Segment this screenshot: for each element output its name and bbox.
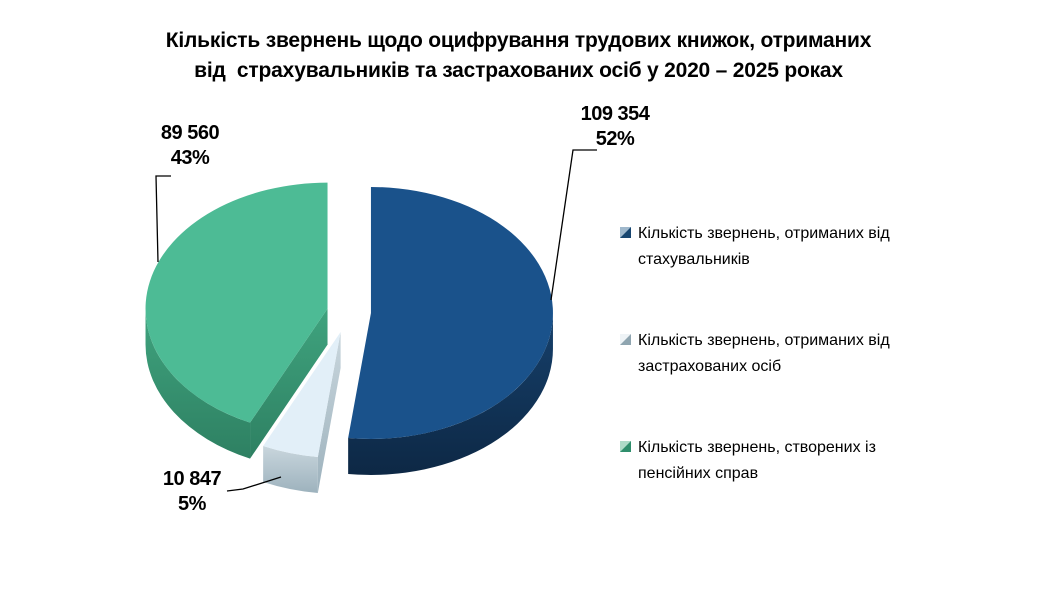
data-label-percent: 43% bbox=[170, 147, 210, 169]
legend-marker-icon bbox=[620, 334, 631, 345]
slice-insured-persons-top[interactable] bbox=[263, 331, 341, 457]
legend-marker-icon bbox=[620, 441, 631, 452]
legend-item-label: Кількість звернень, отриманих від застра… bbox=[638, 332, 890, 375]
data-label-insured-persons: 10 847 5% bbox=[122, 467, 262, 517]
legend-item-pension-cases[interactable]: Кількість звернень, створених із пенсійн… bbox=[620, 435, 894, 487]
legend-item-insured-persons[interactable]: Кількість звернень, отриманих від застра… bbox=[620, 328, 894, 380]
data-label-value: 89 560 bbox=[160, 122, 220, 144]
chart-legend: Кількість звернень, отриманих від стахув… bbox=[620, 221, 894, 542]
slice-pension-cases-rim[interactable] bbox=[145, 308, 251, 459]
chart-title: Кількість звернень щодо оцифрування труд… bbox=[165, 29, 872, 82]
legend-item-insurers[interactable]: Кількість звернень, отриманих від стахув… bbox=[620, 221, 894, 273]
legend-item-label: Кількість звернень, створених із пенсійн… bbox=[638, 439, 876, 482]
legend-item-label: Кількість звернень, отриманих від стахув… bbox=[638, 225, 890, 268]
data-label-value: 10 847 bbox=[162, 468, 222, 490]
data-label-value: 109 354 bbox=[580, 103, 650, 125]
data-label-pension-cases: 89 560 43% bbox=[120, 121, 260, 171]
leader-line-pension-cases bbox=[155, 175, 171, 263]
leader-line-insured-persons bbox=[226, 476, 282, 492]
leader-line-insurers bbox=[550, 149, 597, 301]
slice-insured-persons-cut-face[interactable] bbox=[317, 331, 341, 493]
slice-insurers-rim[interactable] bbox=[348, 312, 553, 475]
slice-pension-cases-cut-face[interactable] bbox=[250, 308, 328, 459]
legend-marker-icon bbox=[620, 227, 631, 238]
data-label-percent: 52% bbox=[595, 128, 635, 150]
data-label-percent: 5% bbox=[178, 493, 206, 515]
slice-insured-persons-rim[interactable] bbox=[263, 445, 318, 493]
slice-insurers-top[interactable] bbox=[348, 186, 553, 439]
data-label-insurers: 109 354 52% bbox=[545, 102, 685, 152]
slice-pension-cases-top[interactable] bbox=[145, 182, 328, 423]
